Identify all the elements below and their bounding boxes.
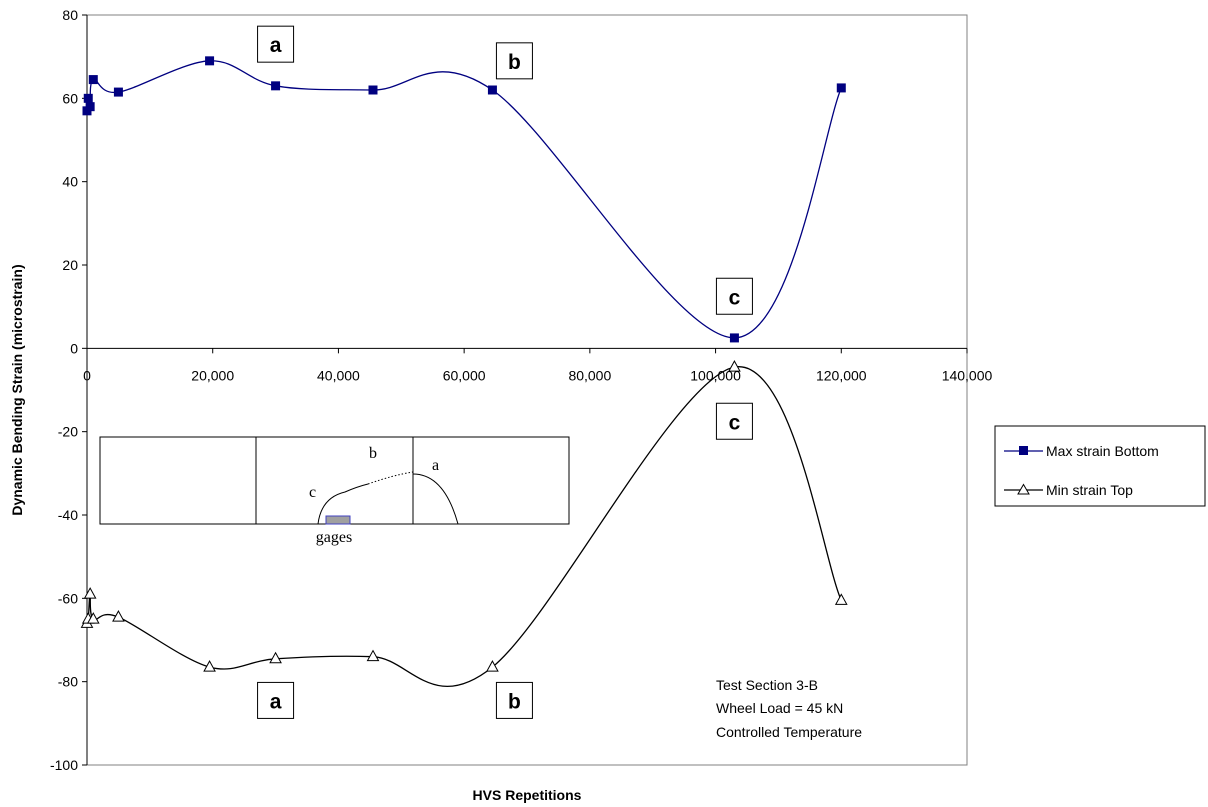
x-tick-label: 120,000 [816, 367, 867, 383]
test-notes: Test Section 3-B Wheel Load = 45 kN Cont… [716, 677, 862, 740]
annotation-frame [257, 681, 295, 719]
y-tick-label: 20 [62, 257, 78, 273]
inset-diagram: a b c gages [99, 436, 570, 546]
inset-crack-c [317, 483, 369, 525]
x-axis-title: HVS Repetitions [473, 787, 582, 803]
annotation-box-a: a [257, 681, 295, 719]
plot-area [86, 14, 968, 766]
inset-label-c: c [309, 484, 316, 501]
annotation-box-b: b [495, 42, 533, 80]
annotation-box-c: c [715, 402, 753, 440]
annotation-frame [715, 277, 753, 315]
y-tick-label: 80 [62, 7, 78, 23]
data-point-max-strain [487, 85, 497, 95]
y-tick-label: -20 [58, 424, 78, 440]
y-tick-label: -100 [50, 757, 78, 773]
annotation-label: c [729, 286, 741, 309]
annotation-label: b [508, 51, 521, 74]
data-point-min-strain [728, 360, 741, 372]
annotation-label: c [729, 411, 741, 434]
y-tick-label: -60 [58, 590, 78, 606]
note-section: Test Section 3-B [716, 677, 818, 693]
annotation-label: a [270, 690, 282, 713]
legend-label-max: Max strain Bottom [1046, 443, 1159, 459]
note-load: Wheel Load = 45 kN [716, 700, 843, 716]
data-point-max-strain [113, 87, 123, 97]
x-tick-label: 60,000 [443, 367, 486, 383]
data-point-max-strain [205, 56, 215, 66]
legend: Max strain Bottom Min strain Top [994, 425, 1206, 507]
inset-slab-outline [99, 436, 570, 525]
data-point-max-strain [83, 93, 93, 103]
data-point-max-strain [729, 333, 739, 343]
x-tick-label: 140,000 [942, 367, 993, 383]
y-tick-label: 0 [70, 340, 78, 356]
legend-marker-min [1017, 483, 1030, 495]
data-point-min-strain [83, 587, 97, 599]
data-point-min-strain [86, 612, 100, 624]
annotation-frame [715, 402, 753, 440]
y-axis-title: Dynamic Bending Strain (microstrain) [9, 264, 25, 515]
x-tick-label: 20,000 [191, 367, 234, 383]
annotation-frame [257, 25, 295, 63]
data-point-min-strain [203, 660, 216, 672]
y-tick-label: -80 [58, 674, 78, 690]
inset-label-b: b [369, 445, 377, 462]
data-point-max-strain [836, 83, 846, 93]
annotation-box-a: a [257, 25, 295, 63]
inset-crack-a [412, 473, 459, 525]
annotation-frame [495, 42, 533, 80]
data-point-min-strain [112, 610, 125, 622]
legend-marker-max [1019, 446, 1028, 455]
legend-label-min: Min strain Top [1046, 482, 1133, 498]
data-point-min-strain [366, 649, 380, 662]
note-temp: Controlled Temperature [716, 724, 862, 740]
y-tick-label: 60 [62, 90, 78, 106]
legend-box [994, 425, 1206, 507]
data-point-min-strain [486, 660, 499, 672]
x-tick-label: 0 [83, 367, 91, 383]
annotation-box-b: b [495, 681, 533, 719]
data-point-min-strain [834, 593, 848, 605]
inset-gages-label: gages [316, 529, 352, 546]
inset-gages [325, 515, 351, 525]
data-point-max-strain [368, 85, 378, 95]
annotation-label: a [270, 34, 282, 57]
y-tick-label: -40 [58, 507, 78, 523]
inset-label-a: a [432, 457, 439, 474]
inset-crack-b [367, 471, 414, 485]
data-point-max-strain [88, 75, 98, 85]
data-point-max-strain [85, 102, 95, 112]
x-tick-label: 80,000 [568, 367, 611, 383]
y-tick-label: 40 [62, 174, 78, 190]
x-tick-label: 40,000 [317, 367, 360, 383]
annotation-box-c: c [715, 277, 753, 315]
data-point-min-strain [269, 651, 282, 664]
annotation-frame [495, 681, 533, 719]
annotation-label: b [508, 690, 521, 713]
data-point-max-strain [271, 81, 281, 91]
